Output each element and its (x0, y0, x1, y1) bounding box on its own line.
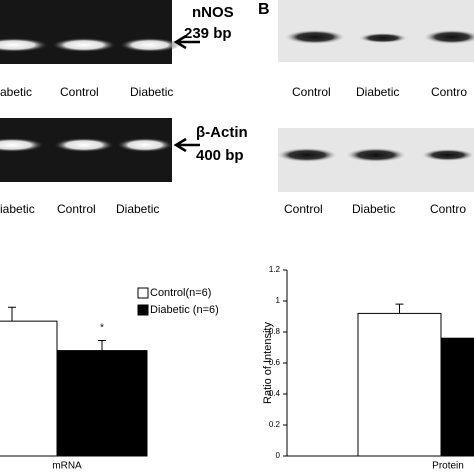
lane-label: Control (60, 85, 99, 99)
marker-label: β-Actin (196, 124, 248, 141)
marker-label: 400 bp (196, 147, 244, 164)
lane-label: Diabetic (130, 85, 173, 99)
lane-label: iabetic (0, 202, 35, 216)
gel-b (277, 0, 474, 192)
marker-label: nNOS (192, 4, 234, 21)
bar (357, 312, 442, 457)
y-tick-label: 0.8 (269, 327, 281, 336)
y-axis-label: Ratio of Intensity (262, 322, 274, 404)
lane-label: Control (57, 202, 96, 216)
bar (56, 350, 148, 457)
lane-label: abetic (0, 85, 32, 99)
y-tick-label: 0.6 (269, 358, 281, 367)
y-tick-label: 0.2 (269, 420, 281, 429)
gel-a (0, 0, 200, 182)
y-tick-label: 1.2 (269, 265, 281, 274)
lane-label: Diabetic (356, 85, 399, 99)
y-tick-label: 0 (276, 451, 281, 460)
bar (0, 320, 58, 457)
lane-label: Contro (430, 202, 466, 216)
error-bar (98, 340, 106, 351)
legend-label: Control(n=6) (150, 287, 211, 299)
legend-label: Diabetic (n=6) (150, 304, 219, 316)
panel-label: B (258, 1, 270, 18)
annotation: * (100, 323, 104, 334)
lane-label: Diabetic (352, 202, 395, 216)
x-tick-label: mRNA (52, 461, 82, 472)
error-bar (8, 306, 16, 322)
y-tick-label: 1 (276, 296, 281, 305)
legend-swatch (137, 287, 149, 299)
marker-label: 239 bp (184, 25, 232, 42)
lane-label: Control (284, 202, 323, 216)
x-tick-label: Protein (432, 461, 464, 472)
legend-swatch (137, 304, 149, 316)
error-bar (395, 303, 404, 314)
bar (440, 337, 474, 457)
lane-label: Control (292, 85, 331, 99)
y-tick-label: 0.4 (269, 389, 281, 398)
lane-label: Diabetic (116, 202, 159, 216)
lane-label: Contro (431, 85, 467, 99)
